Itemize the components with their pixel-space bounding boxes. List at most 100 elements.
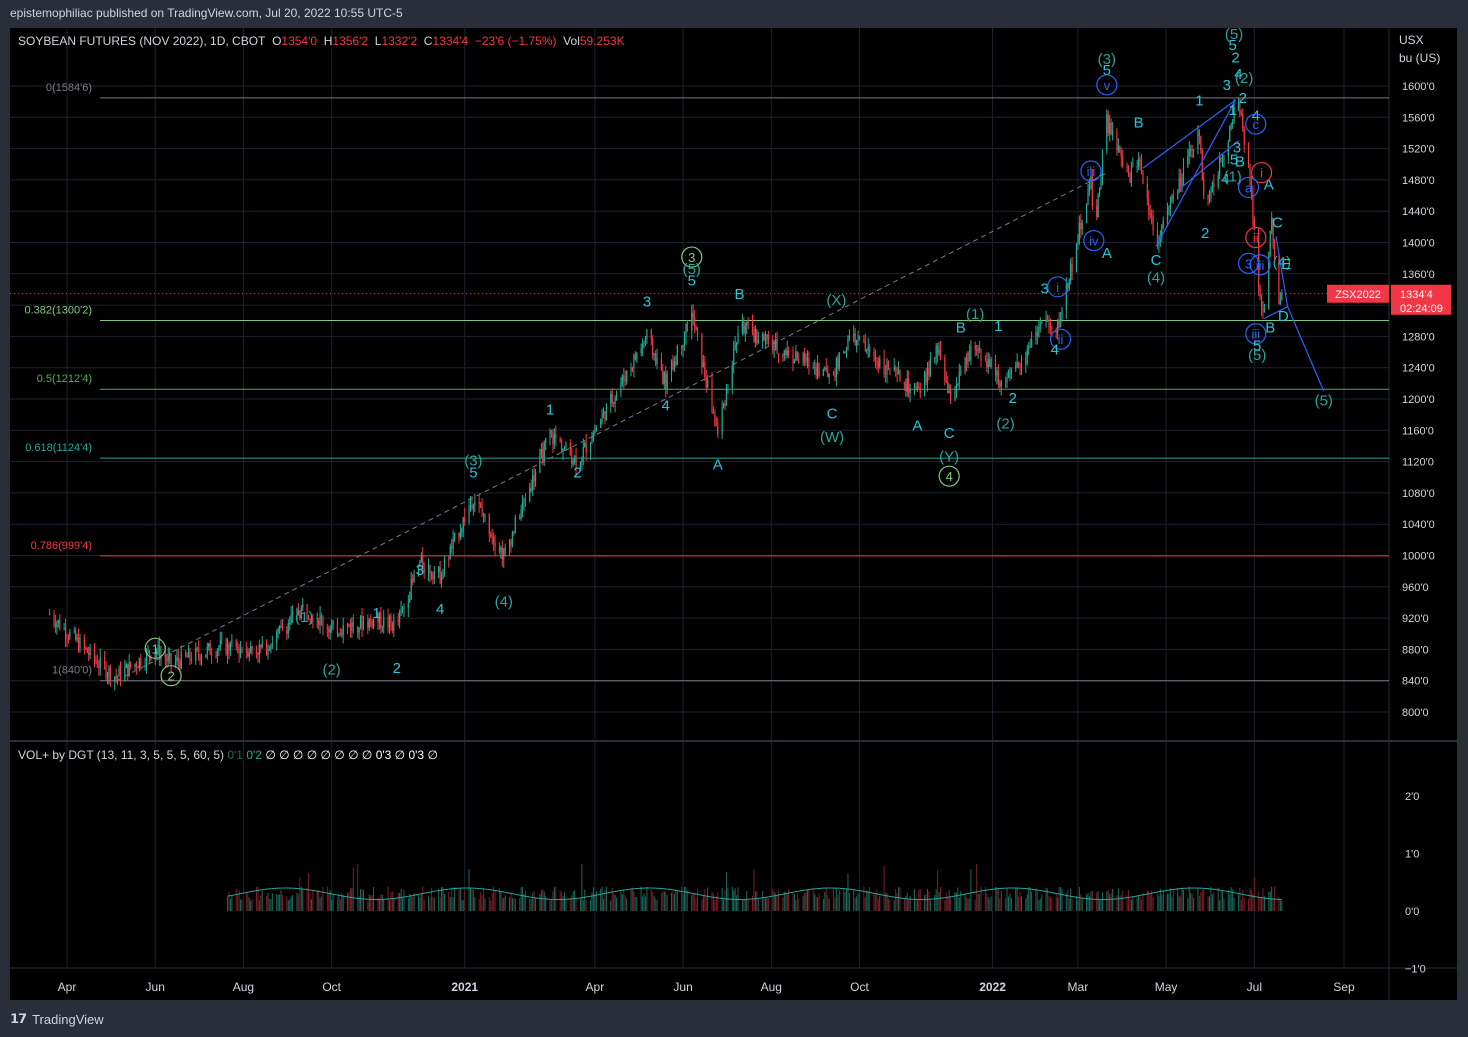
candle-body [367, 622, 369, 628]
wave-circle [1250, 161, 1273, 184]
candle-body [1065, 283, 1067, 310]
candle-body [316, 620, 318, 622]
candle-body [707, 379, 709, 388]
candle-body [877, 361, 879, 368]
candle-body [925, 372, 927, 383]
vol-value: 59.253K [579, 34, 625, 48]
candle-body [1120, 152, 1122, 158]
candle-body [130, 661, 132, 667]
candle-body [874, 354, 877, 361]
candle-body [1048, 321, 1050, 325]
candle-body [164, 654, 166, 660]
candle-body [358, 627, 360, 633]
wave-label: (Y) [939, 449, 959, 466]
volume-indicator-title[interactable]: VOL+ by DGT (13, 11, 3, 5, 5, 5, 60, 5) [18, 748, 224, 762]
chart-frame[interactable]: 0(1584'6) 0.382(1300'2) 0.5(1212'4) 0.618(1… [10, 28, 1457, 1000]
trend-line [1264, 306, 1288, 319]
candle-body [211, 654, 213, 656]
candle-body [867, 346, 869, 350]
candle-body [634, 355, 636, 360]
candle-body [656, 358, 658, 365]
candle-body [827, 369, 829, 378]
wave-label: (1) [295, 609, 313, 626]
candle-body [310, 619, 313, 621]
candle-body [501, 547, 503, 560]
wave-label: (4) [1147, 269, 1165, 286]
candle-body [662, 370, 664, 384]
candle-body [1035, 332, 1037, 340]
candle-body [387, 617, 389, 628]
candle-body [915, 388, 917, 391]
candle-body [209, 643, 211, 655]
candle-body [464, 517, 466, 523]
candle-body [948, 391, 950, 393]
wave-label: 3 [1040, 280, 1048, 297]
wave-label: a [1245, 180, 1253, 195]
tradingview-footer[interactable]: 𝟭𝟳 TradingView [10, 1011, 104, 1027]
candle-body [595, 427, 597, 432]
tradingview-brand: TradingView [32, 1011, 104, 1027]
candle-body [156, 651, 158, 653]
candle-body [1039, 323, 1041, 327]
price-tick: 1480'0 [1402, 175, 1435, 187]
wave-circle [1245, 113, 1267, 135]
candle-body [377, 618, 379, 622]
candle-body [484, 513, 486, 518]
wave-label: A [713, 456, 723, 473]
candle-body [1207, 195, 1209, 199]
candle-body [623, 375, 625, 380]
price-chart[interactable]: 0(1584'6) 0.382(1300'2) 0.5(1212'4) 0.618(1… [10, 28, 1457, 1000]
candle-body [964, 357, 966, 372]
candle-body [913, 388, 916, 390]
symbol-title[interactable]: SOYBEAN FUTURES (NOV 2022), 1D, CBOT [18, 34, 266, 48]
candle-body [1015, 366, 1017, 369]
candle-body [626, 370, 628, 382]
last-price-value: 1334'4 [1400, 289, 1433, 301]
candle-body [777, 353, 780, 356]
wave-label: i [1056, 280, 1059, 295]
candle-body [591, 440, 593, 444]
candle-body [660, 358, 662, 371]
candle-body [215, 655, 217, 657]
candle-body [838, 352, 840, 369]
candle-body [138, 658, 140, 668]
candle-body [442, 569, 444, 579]
candle-body [663, 372, 665, 384]
candle-body [681, 345, 683, 349]
candle-body [553, 434, 555, 444]
candle-body [725, 389, 728, 406]
price-tick: 880'0 [1402, 644, 1429, 656]
candle-body [980, 349, 982, 361]
candle-body [169, 653, 171, 656]
candle-body [1171, 196, 1173, 202]
candle-body [853, 333, 855, 336]
candle-body [158, 644, 161, 660]
candle-body [666, 374, 668, 390]
candle-body [785, 350, 787, 356]
wave-label: A [1102, 245, 1112, 262]
candle-body [219, 640, 221, 648]
candle-body [170, 653, 172, 665]
candle-body [106, 675, 109, 678]
candle-body [423, 568, 425, 573]
candle-body [1272, 217, 1274, 247]
candle-body [432, 575, 434, 580]
wave-label: 3 [688, 250, 695, 265]
price-tick: 1000'0 [1402, 551, 1435, 563]
candle-body [261, 641, 263, 648]
candle-body [1198, 130, 1200, 137]
candle-body [1109, 122, 1111, 134]
candle-body [702, 362, 704, 368]
candle-body [319, 615, 321, 626]
candle-body [731, 365, 733, 388]
candle-body [1101, 151, 1104, 179]
candle-body [798, 359, 800, 364]
candle-body [176, 657, 178, 662]
published-info: epistemophiliac published on TradingView… [10, 6, 403, 20]
candle-body [896, 368, 898, 375]
price-tick: 1600'0 [1402, 81, 1435, 93]
wave-label: A [912, 417, 922, 434]
candle-body [847, 337, 849, 351]
candle-body [960, 371, 962, 373]
wave-circle [1237, 252, 1260, 274]
